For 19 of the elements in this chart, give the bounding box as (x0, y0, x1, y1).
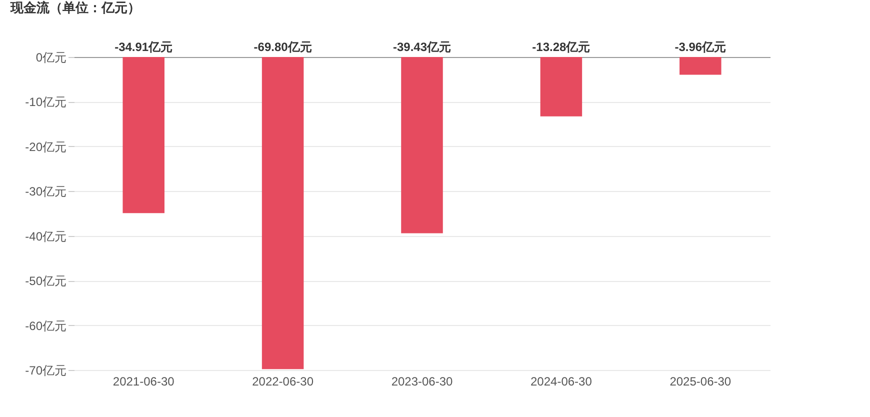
chart-title: 现金流（单位：亿元） (10, 0, 141, 15)
data-label: -13.28亿元 (532, 40, 590, 54)
y-tick-label: -70亿元 (25, 364, 66, 378)
y-tick-label: -20亿元 (25, 140, 66, 154)
x-tick-label: 2024-06-30 (530, 374, 592, 388)
y-tick-label: 0亿元 (36, 50, 66, 64)
y-tick-label: -10亿元 (25, 95, 66, 110)
y-tick-label: -60亿元 (25, 318, 66, 333)
data-label: -3.96亿元 (674, 40, 726, 54)
x-tick-label: 2025-06-30 (670, 374, 732, 388)
y-tick-label: -30亿元 (25, 184, 66, 199)
x-tick-label: 2023-06-30 (391, 374, 454, 388)
y-tick-label: -40亿元 (25, 229, 66, 244)
data-label: -39.43亿元 (392, 40, 452, 54)
x-tick-label: 2022-06-30 (252, 374, 314, 388)
data-label: -69.80亿元 (254, 40, 312, 54)
x-tick-label: 2021-06-30 (112, 374, 175, 388)
y-tick-label: -50亿元 (25, 274, 66, 288)
data-label: -34.91亿元 (114, 40, 173, 54)
